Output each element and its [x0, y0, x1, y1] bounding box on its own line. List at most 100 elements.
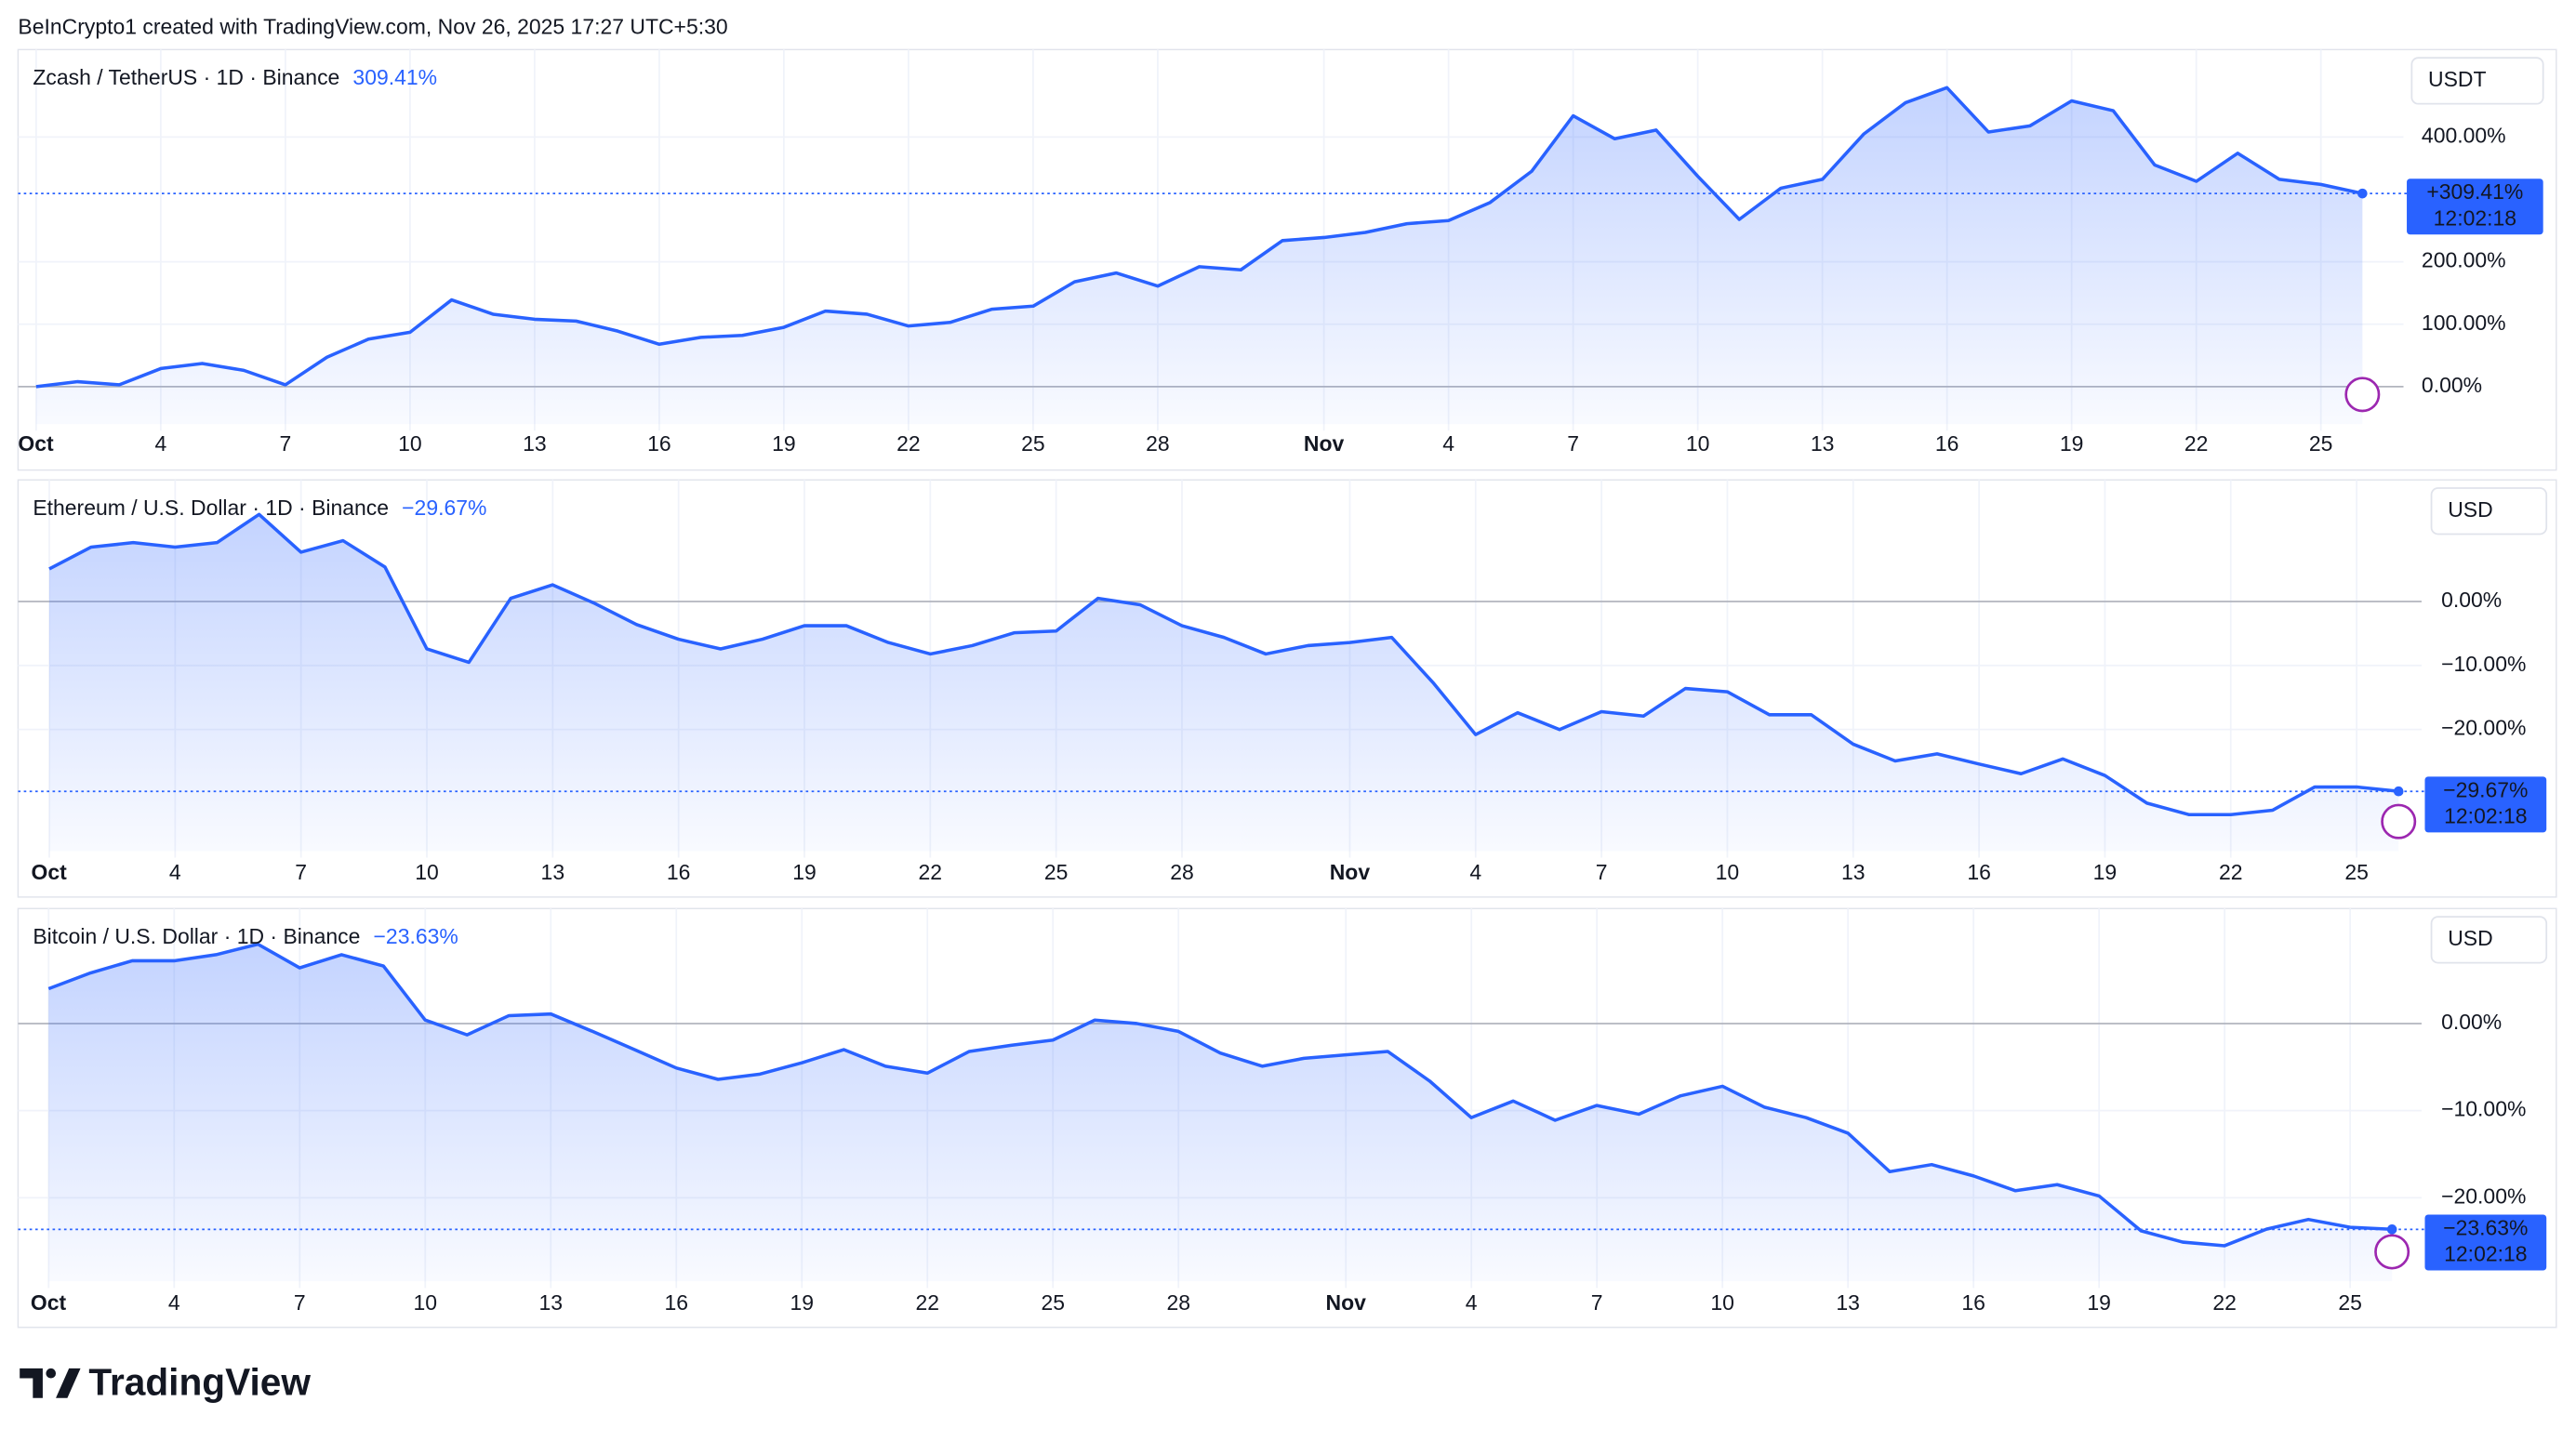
panel-title: Zcash / TetherUS · 1D · Binance 309.41%: [33, 65, 437, 89]
x-tick-label: 25: [2344, 860, 2369, 884]
x-tick-label: 13: [1836, 1290, 1860, 1315]
x-tick-label: 19: [2093, 860, 2118, 884]
x-tick-label: 13: [1841, 860, 1866, 884]
x-tick-label: 28: [1146, 431, 1170, 456]
symbol-title: Ethereum / U.S. Dollar · 1D · Binance: [33, 496, 389, 520]
x-tick-label: 13: [541, 860, 565, 884]
x-tick-label: Nov: [1326, 1290, 1367, 1315]
x-tick-label: 10: [1710, 1290, 1734, 1315]
x-tick-label: 4: [154, 431, 166, 456]
y-tick-label: 400.00%: [2422, 123, 2506, 147]
x-tick-label: 16: [1967, 860, 1991, 884]
last-point: [2386, 1224, 2397, 1235]
y-tick-label: −20.00%: [2441, 716, 2526, 740]
x-tick-label: 16: [664, 1290, 688, 1315]
change-label: −29.67%: [402, 496, 486, 520]
x-tick-label: 19: [772, 431, 796, 456]
price-line: [35, 86, 2363, 389]
x-tick-label: Nov: [1304, 431, 1345, 456]
unit-box: [2430, 487, 2548, 535]
panel-border: [17, 479, 2557, 898]
x-tick-label: 19: [790, 1290, 814, 1315]
area-fill: [48, 514, 2399, 852]
y-tick-label: −10.00%: [2441, 652, 2526, 676]
event-icon: [2344, 377, 2381, 413]
unit-label: USD: [2448, 926, 2492, 950]
x-tick-label: 4: [1469, 860, 1481, 884]
x-tick-label: 25: [1041, 1290, 1065, 1315]
last-point: [2357, 188, 2368, 199]
x-tick-label: 7: [294, 1290, 306, 1315]
price-line: [48, 512, 2399, 816]
x-tick-label: 13: [538, 1290, 563, 1315]
x-tick-label: 10: [414, 1290, 438, 1315]
x-tick-label: 22: [2184, 431, 2209, 456]
tradingview-logo: [20, 1368, 81, 1398]
price-line: [47, 942, 2393, 1248]
last-value-label: +309.41%: [2426, 179, 2523, 204]
unit-box: [2410, 57, 2544, 105]
x-tick-label: Oct: [32, 860, 68, 884]
countdown: 12:02:18: [2444, 804, 2527, 828]
x-tick-label: 28: [1166, 1290, 1190, 1315]
y-tick-label: 100.00%: [2422, 311, 2506, 335]
x-tick-label: 10: [1716, 860, 1740, 884]
last-point: [2393, 786, 2404, 797]
y-tick-label: 0.00%: [2422, 373, 2482, 397]
last-value-tag: [2424, 1214, 2547, 1271]
y-tick-label: −20.00%: [2441, 1183, 2526, 1208]
change-label: 309.41%: [352, 65, 437, 89]
x-tick-label: 7: [279, 431, 291, 456]
x-tick-label: Oct: [31, 1290, 67, 1315]
x-tick-label: 16: [667, 860, 691, 884]
x-tick-label: 13: [1811, 431, 1835, 456]
x-tick-label: 25: [1021, 431, 1045, 456]
countdown: 12:02:18: [2444, 1242, 2527, 1266]
x-tick-label: 22: [2219, 860, 2243, 884]
last-value-label: −29.67%: [2443, 777, 2528, 801]
panel-title: Ethereum / U.S. Dollar · 1D · Binance −29…: [33, 496, 486, 520]
panel-border: [17, 48, 2557, 471]
unit-label: USD: [2448, 497, 2492, 522]
x-tick-label: 19: [2060, 431, 2084, 456]
x-tick-label: 13: [523, 431, 547, 456]
x-tick-label: 22: [919, 860, 943, 884]
y-tick-label: −10.00%: [2441, 1097, 2526, 1121]
footer-brand: TradingView: [88, 1360, 311, 1403]
x-tick-label: 22: [2212, 1290, 2237, 1315]
y-tick-label: 0.00%: [2441, 588, 2502, 612]
x-tick-label: 19: [2087, 1290, 2111, 1315]
x-tick-label: 7: [1567, 431, 1579, 456]
event-icon: [2374, 1234, 2410, 1270]
panel-title: Bitcoin / U.S. Dollar · 1D · Binance −23.…: [33, 924, 458, 948]
header-text: BeInCrypto1 created with TradingView.com…: [18, 14, 727, 38]
last-value-tag: [2407, 178, 2543, 235]
last-value-tag: [2424, 776, 2547, 833]
x-tick-label: 4: [169, 860, 181, 884]
x-tick-label: 22: [896, 431, 921, 456]
symbol-title: Zcash / TetherUS · 1D · Binance: [33, 65, 339, 89]
unit-box: [2430, 916, 2548, 964]
x-tick-label: Nov: [1330, 860, 1371, 884]
panel-border: [17, 907, 2557, 1329]
x-tick-label: 28: [1170, 860, 1194, 884]
x-tick-label: 22: [915, 1290, 939, 1315]
x-tick-label: Oct: [18, 431, 54, 456]
x-tick-label: 25: [1044, 860, 1069, 884]
symbol-title: Bitcoin / U.S. Dollar · 1D · Binance: [33, 924, 360, 948]
x-tick-label: 4: [1442, 431, 1454, 456]
event-icon: [2381, 803, 2417, 839]
change-label: −23.63%: [374, 924, 458, 948]
y-tick-label: 0.00%: [2441, 1010, 2502, 1034]
x-tick-label: 10: [398, 431, 422, 456]
x-tick-label: 16: [1935, 431, 1959, 456]
x-tick-label: 7: [1596, 860, 1608, 884]
last-value-label: −23.63%: [2443, 1215, 2528, 1239]
y-tick-label: 200.00%: [2422, 248, 2506, 272]
x-tick-label: 7: [1591, 1290, 1603, 1315]
x-tick-label: 10: [1686, 431, 1710, 456]
x-tick-label: 10: [415, 860, 439, 884]
area-fill: [35, 87, 2363, 425]
